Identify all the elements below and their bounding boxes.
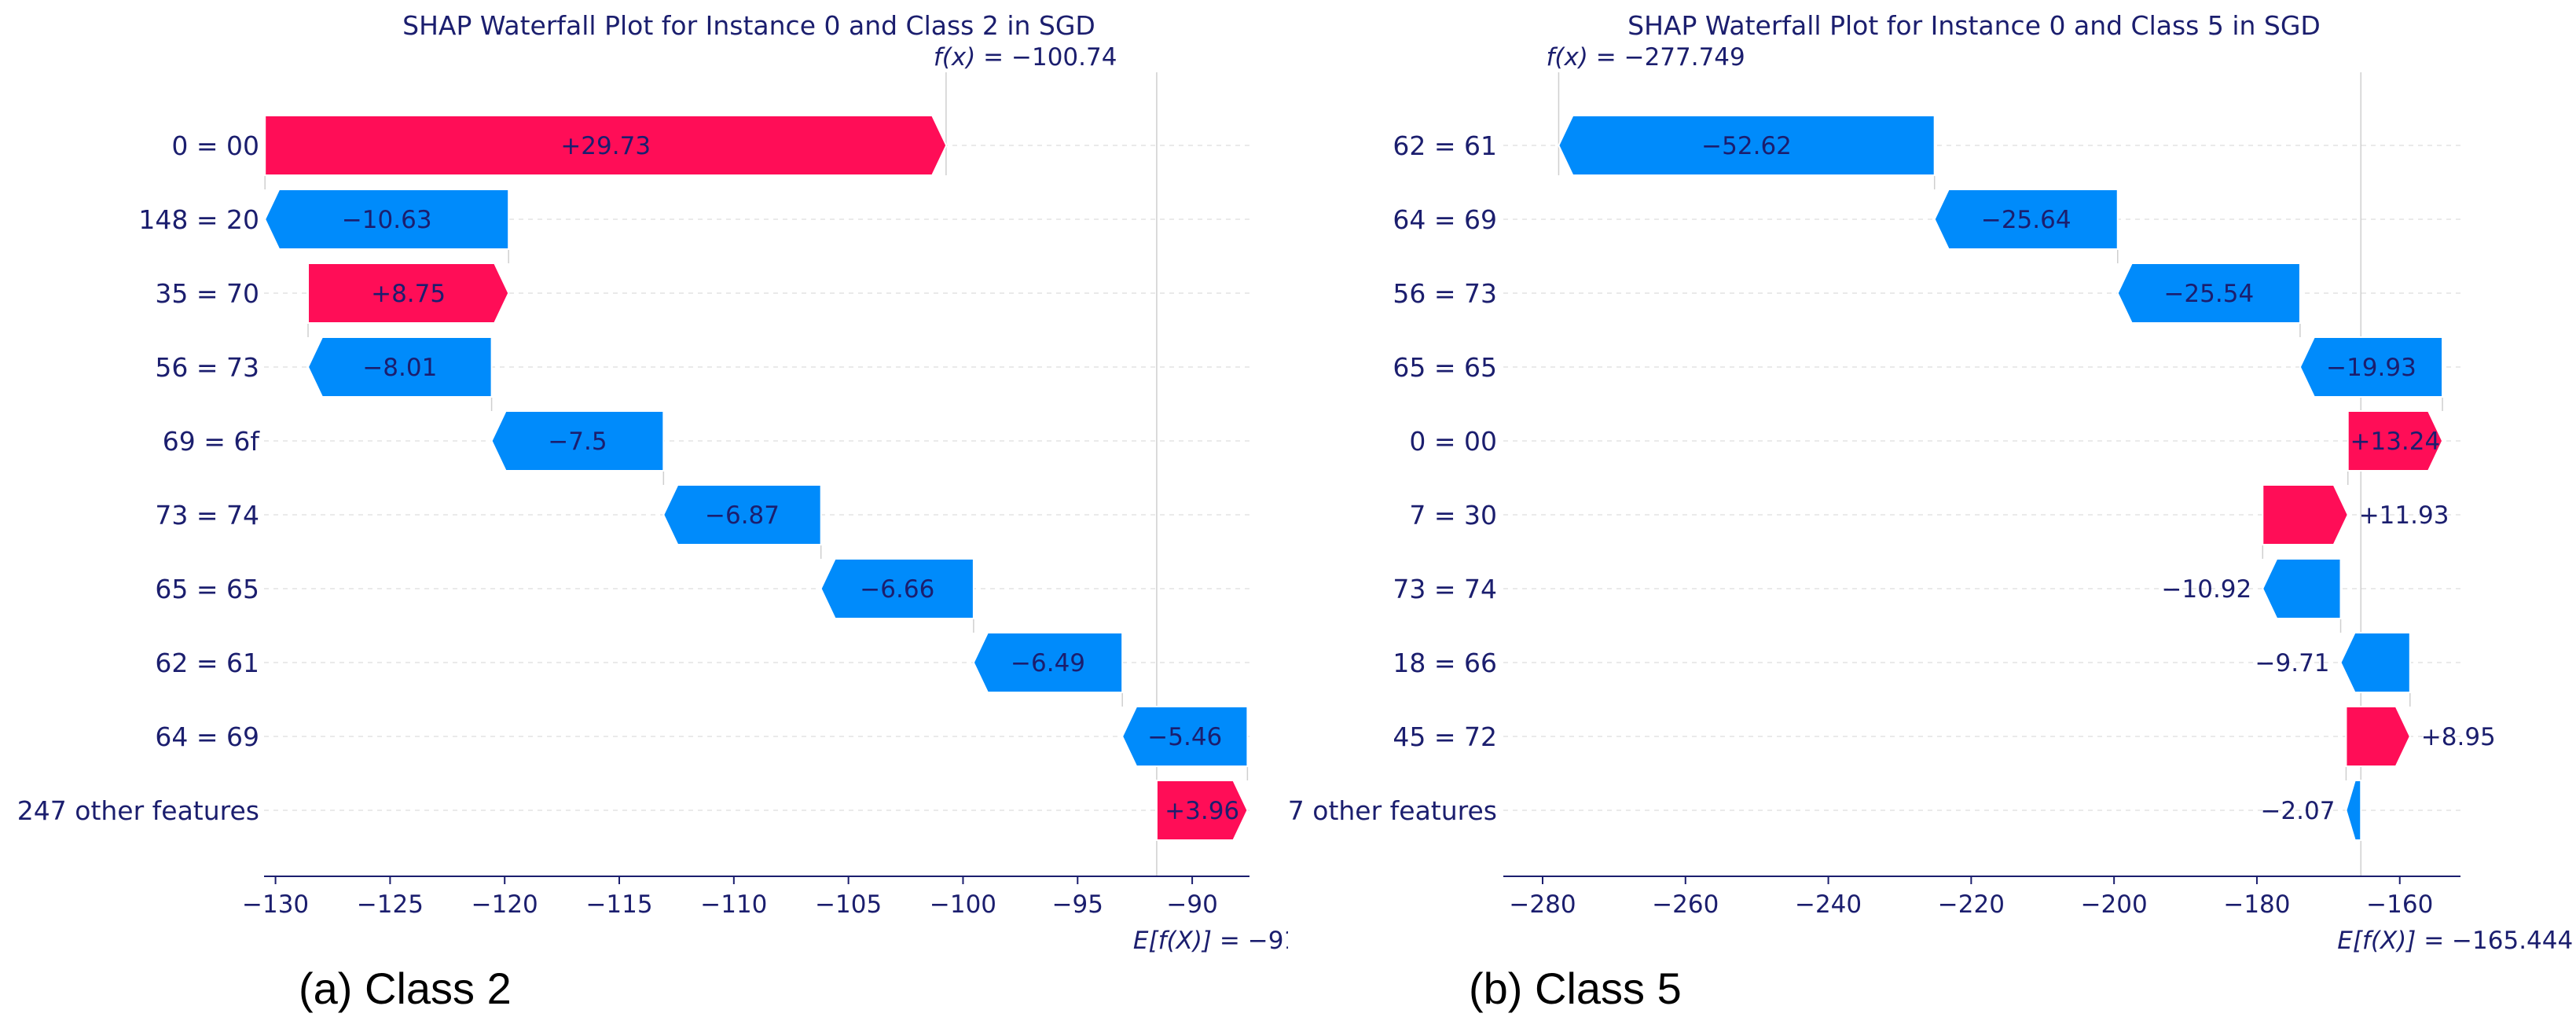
c0-value-label-1: +29.73 <box>560 132 651 160</box>
c1-value-label-7: −10.92 <box>2162 575 2252 604</box>
c1-value-label-2: −25.64 <box>1981 206 2071 234</box>
c1-x-tick-label: −280 <box>1509 890 1576 919</box>
c0-x-tick-label: −105 <box>815 890 882 919</box>
c1-bar-3 <box>2116 263 2301 324</box>
c1-value-label-9: +8.95 <box>2421 723 2496 751</box>
c0-feature-label-4: 56 = 73 <box>155 352 259 383</box>
c0-value-label-9: −5.46 <box>1147 723 1222 751</box>
c0-bar-6 <box>662 484 822 545</box>
c0-value-label-10: +3.96 <box>1165 797 1239 825</box>
c1-x-tick-label: −260 <box>1652 890 1719 919</box>
c0-x-tick-label: −130 <box>242 890 309 919</box>
c1-x-tick-label: −240 <box>1795 890 1862 919</box>
c1-efx-value: = −165.444 <box>2416 927 2573 955</box>
c1-value-label-8: −9.71 <box>2255 649 2330 677</box>
c1-feature-label-5: 0 = 00 <box>1409 426 1497 457</box>
c0-bar-8 <box>972 632 1124 693</box>
c0-value-label-2: −10.63 <box>342 206 432 234</box>
c1-feature-label-9: 45 = 72 <box>1393 721 1497 752</box>
c0-x-tick-label: −95 <box>1052 890 1103 919</box>
c1-efx-annotation: E[f(X)] = −165.444 <box>2337 927 2573 955</box>
c1-value-label-6: +11.93 <box>2359 501 2449 530</box>
c1-fx-annotation: f(x) = −277.749 <box>1546 43 1745 72</box>
c0-bar-9 <box>1121 706 1249 767</box>
c1-x-tick-label: −160 <box>2366 890 2433 919</box>
c0-feature-label-10: 247 other features <box>17 795 259 826</box>
c1-bar-8 <box>2339 632 2411 693</box>
c0-feature-label-6: 73 = 74 <box>155 500 259 531</box>
c1-fx-label: f(x) <box>1546 43 1587 72</box>
c0-feature-label-9: 64 = 69 <box>155 721 259 752</box>
c0-x-tick-label: −125 <box>357 890 424 919</box>
c1-value-label-5: +13.24 <box>2350 428 2441 456</box>
c1-feature-label-1: 62 = 61 <box>1393 130 1497 161</box>
c1-chart-title: SHAP Waterfall Plot for Instance 0 and C… <box>1627 10 2321 41</box>
c0-bar-1 <box>264 115 948 176</box>
waterfall-chart-class-5: SHAP Waterfall Plot for Instance 0 and C… <box>1288 10 2573 955</box>
c1-feature-label-7: 73 = 74 <box>1393 574 1497 604</box>
waterfall-panel-class-2: SHAP Waterfall Plot for Instance 0 and C… <box>17 10 1288 1013</box>
c0-bar-4 <box>306 336 493 398</box>
waterfall-chart-class-2: SHAP Waterfall Plot for Instance 0 and C… <box>17 10 1288 955</box>
c0-efx-value: = −91.549 <box>1212 927 1288 955</box>
c0-chart-title: SHAP Waterfall Plot for Instance 0 and C… <box>402 10 1095 41</box>
c0-feature-label-2: 148 = 20 <box>138 204 259 235</box>
c0-bar-7 <box>820 558 974 619</box>
c1-efx-label: E[f(X)] <box>2337 927 2416 955</box>
c1-feature-label-8: 18 = 66 <box>1393 648 1497 678</box>
c0-fx-label: f(x) <box>934 43 975 72</box>
c0-fx-annotation: f(x) = −100.74 <box>934 43 1117 72</box>
c1-x-tick-label: −200 <box>2081 890 2148 919</box>
c0-value-label-7: −6.66 <box>860 575 934 604</box>
c0-x-tick-label: −90 <box>1166 890 1217 919</box>
c1-bar-2 <box>1933 189 2119 250</box>
c0-feature-label-8: 62 = 61 <box>155 648 259 678</box>
c1-value-label-4: −19.93 <box>2326 354 2416 382</box>
c1-bar-7 <box>2262 558 2342 619</box>
c1-bar-10 <box>2345 780 2362 841</box>
c1-value-label-1: −52.62 <box>1701 132 1792 160</box>
c0-feature-label-5: 69 = 6f <box>163 426 261 457</box>
c1-feature-label-4: 65 = 65 <box>1393 352 1497 383</box>
c1-feature-label-2: 64 = 69 <box>1393 204 1497 235</box>
c0-feature-label-7: 65 = 65 <box>155 574 259 604</box>
c1-x-tick-label: −220 <box>1938 890 2005 919</box>
c1-x-tick-label: −180 <box>2223 890 2290 919</box>
c1-value-label-3: −25.54 <box>2163 280 2254 308</box>
caption-class-2: (a) Class 2 <box>299 964 512 1013</box>
c1-bar-1 <box>1558 115 1936 176</box>
c0-x-tick-label: −115 <box>585 890 652 919</box>
c0-efx-label: E[f(X)] <box>1133 927 1212 955</box>
c0-value-label-6: −6.87 <box>705 501 780 530</box>
c1-bar-5 <box>2347 410 2444 472</box>
c1-bar-4 <box>2299 336 2444 398</box>
c0-bar-3 <box>307 263 510 324</box>
c0-x-tick-label: −100 <box>930 890 996 919</box>
c0-value-label-5: −7.5 <box>548 428 607 456</box>
c1-feature-label-10: 247 other features <box>1288 795 1497 826</box>
c0-feature-label-1: 0 = 00 <box>171 130 259 161</box>
c0-x-tick-label: −110 <box>700 890 767 919</box>
c0-value-label-8: −6.49 <box>1011 649 1085 677</box>
c0-bar-10 <box>1155 780 1249 841</box>
caption-class-5: (b) Class 5 <box>1469 964 1682 1013</box>
c1-bar-9 <box>2345 706 2411 767</box>
c0-value-label-4: −8.01 <box>362 354 437 382</box>
c1-value-label-10: −2.07 <box>2260 797 2335 825</box>
c0-bar-5 <box>490 410 665 472</box>
c1-bar-6 <box>2262 484 2349 545</box>
c0-bar-2 <box>264 189 510 250</box>
c1-fx-value: = −277.749 <box>1588 43 1745 72</box>
c0-x-tick-label: −120 <box>472 890 538 919</box>
c1-feature-label-6: 7 = 30 <box>1409 500 1497 531</box>
c0-efx-annotation: E[f(X)] = −91.549 <box>1133 927 1288 955</box>
waterfall-panel-class-5: SHAP Waterfall Plot for Instance 0 and C… <box>1288 0 2576 1028</box>
c0-feature-label-3: 35 = 70 <box>155 278 259 309</box>
c0-fx-value: = −100.74 <box>975 43 1117 72</box>
c1-feature-label-3: 56 = 73 <box>1393 278 1497 309</box>
c0-value-label-3: +8.75 <box>371 280 446 308</box>
